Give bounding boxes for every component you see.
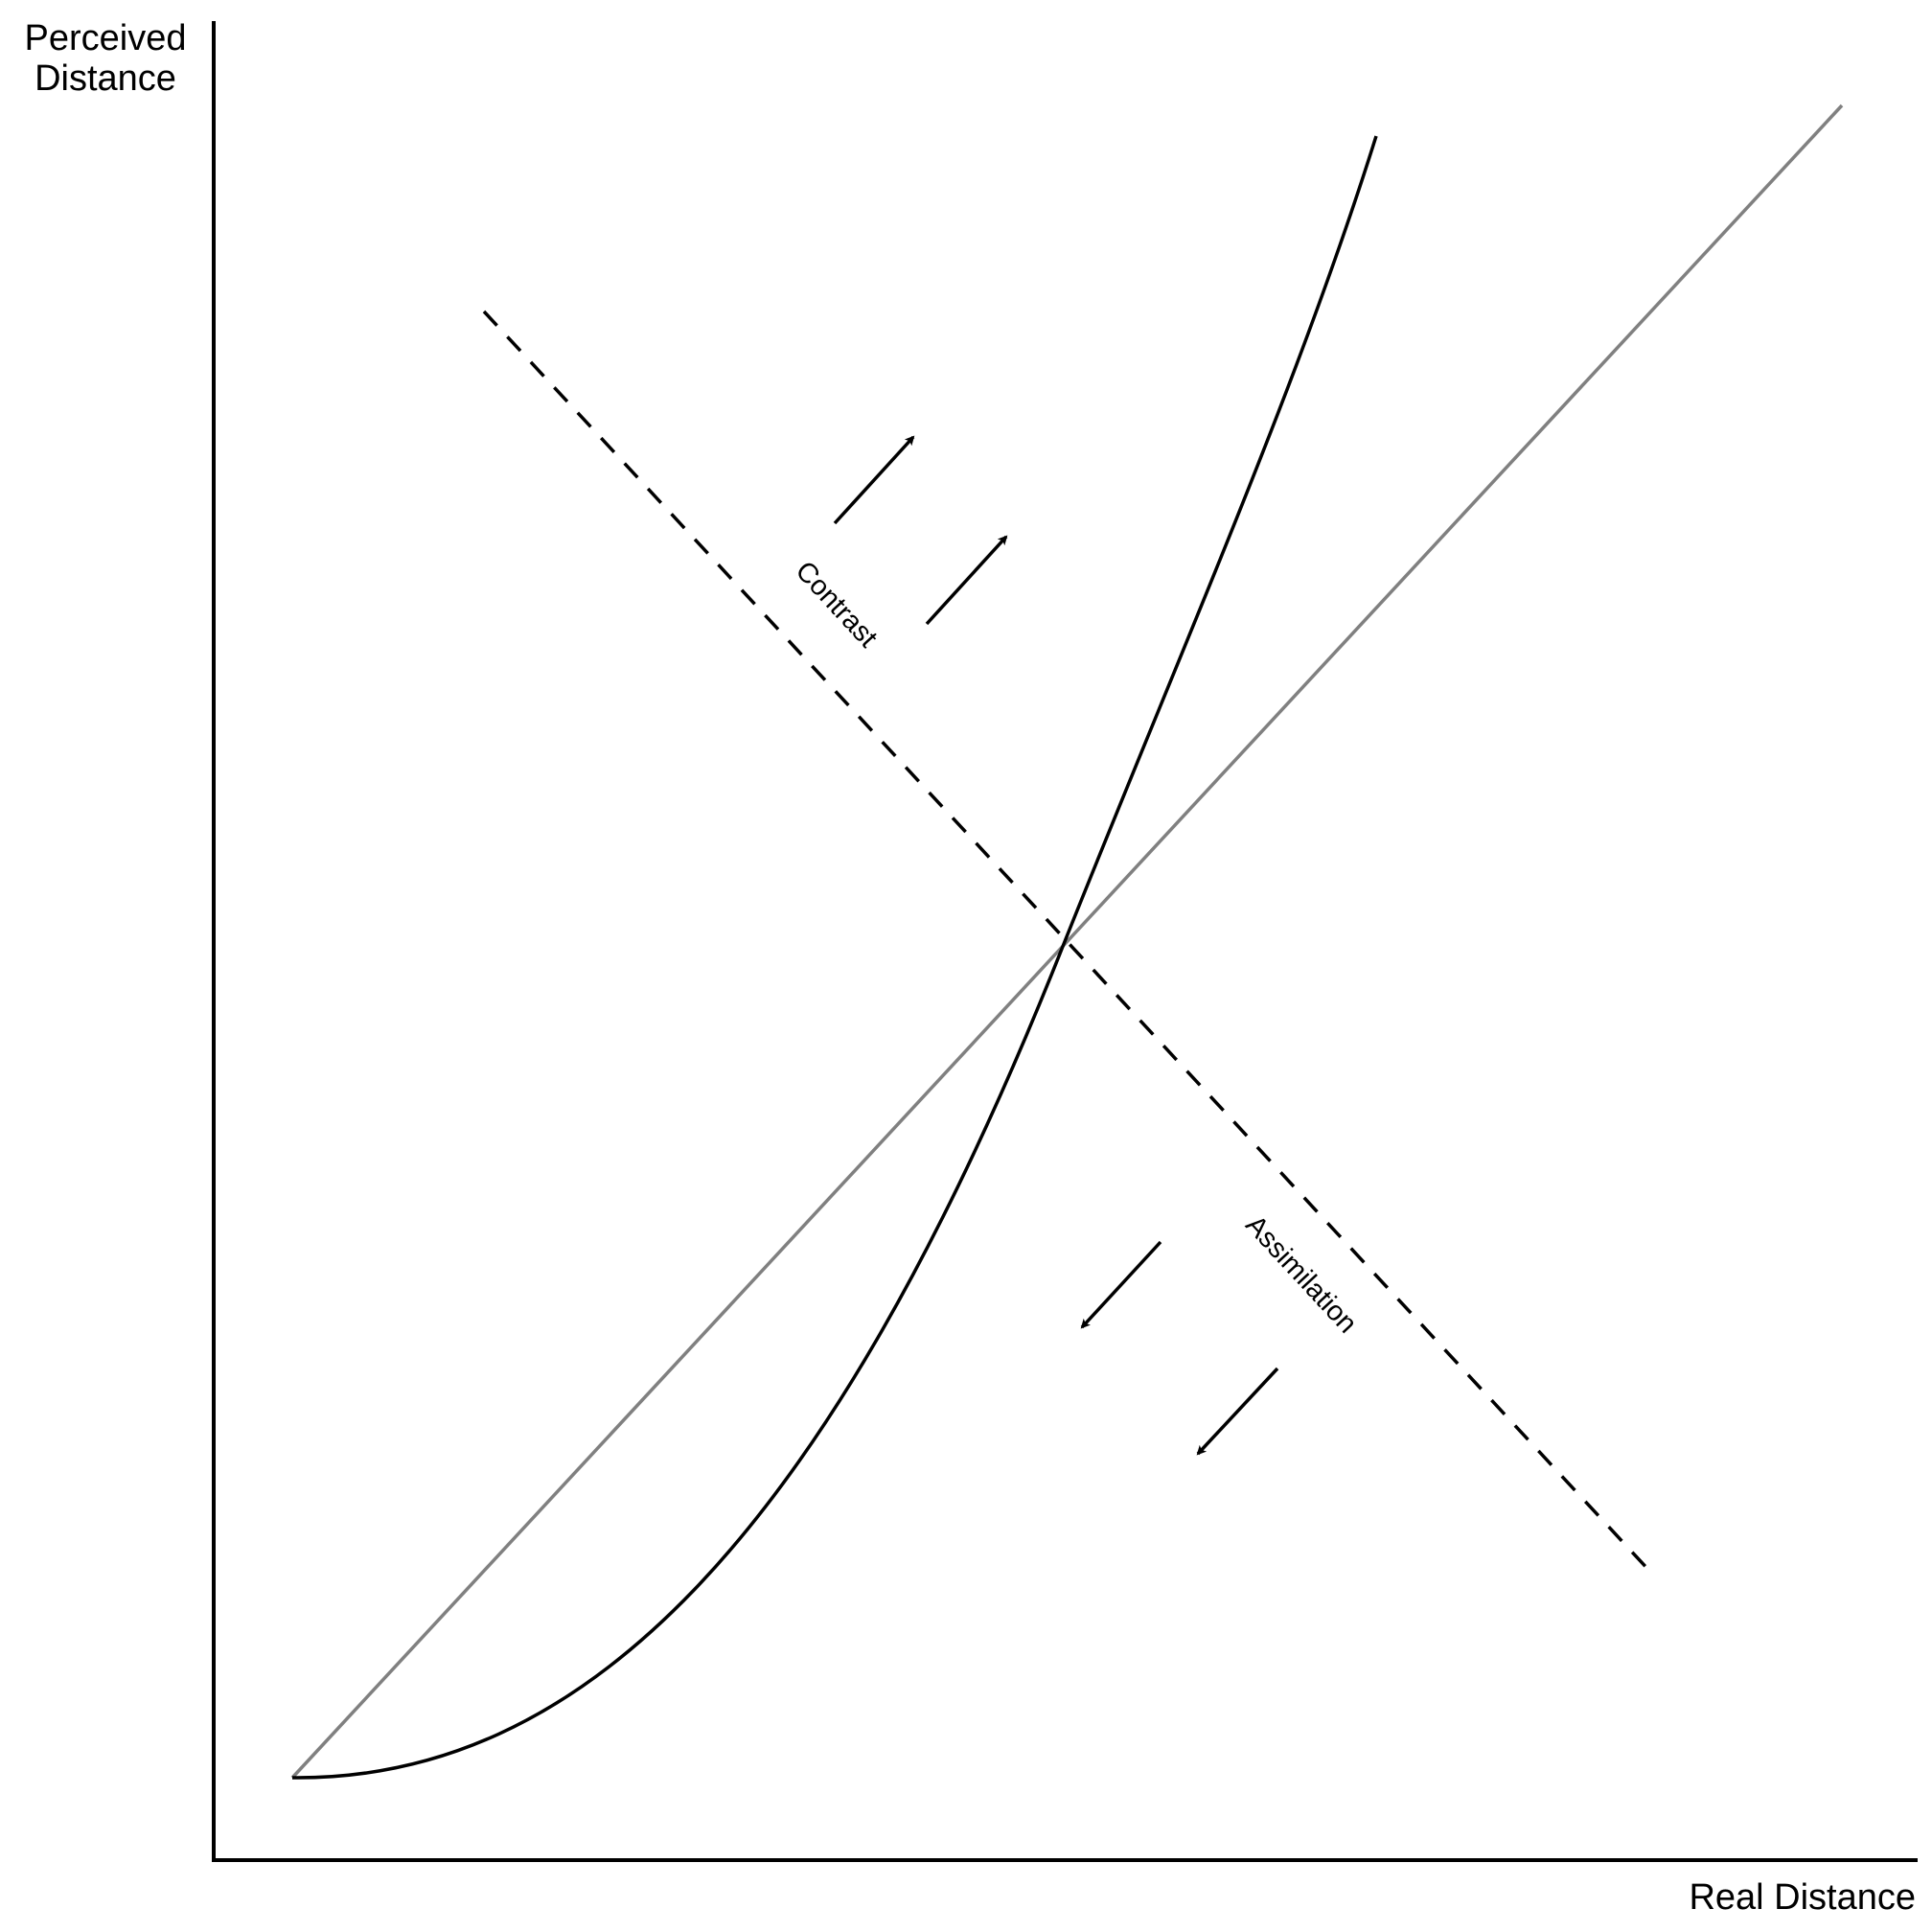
contrast-assimilation-boundary [482, 310, 1652, 1574]
identity-line [290, 104, 1844, 1780]
assimilation-label: Assimilation [1239, 1209, 1363, 1339]
assimilation-arrow-1 [1080, 1240, 1162, 1329]
x-axis-label: Real Distance [1689, 1877, 1916, 1918]
perceived-distance-curve [291, 135, 1378, 1780]
assimilation-arrow-2 [1196, 1367, 1279, 1456]
y-axis-label-line2: Distance [34, 58, 176, 99]
contrast-arrow-1 [833, 435, 915, 525]
contrast-label: Contrast [790, 556, 884, 654]
contrast-arrow-2 [925, 535, 1008, 626]
y-axis-label-line1: Perceived [25, 18, 187, 58]
